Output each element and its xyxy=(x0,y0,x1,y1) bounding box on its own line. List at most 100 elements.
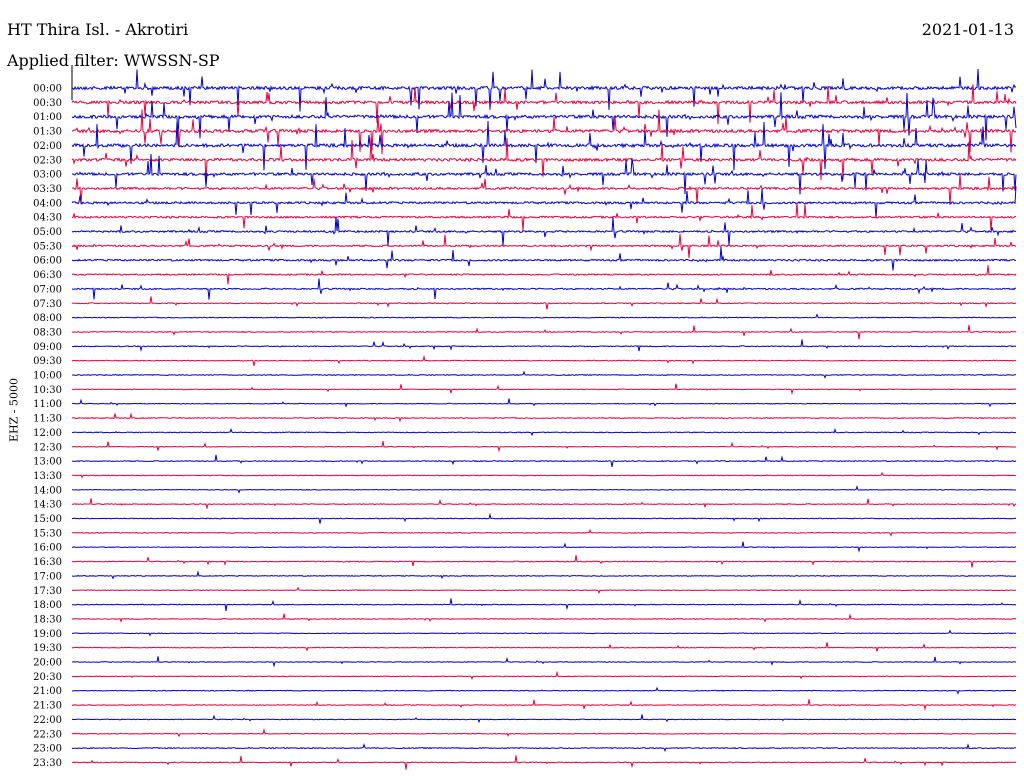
trace-1430 xyxy=(71,498,1017,510)
time-tick-label: 21:00 xyxy=(33,686,62,697)
trace-0900 xyxy=(71,339,1017,352)
trace-0730 xyxy=(71,296,1017,310)
trace-2230 xyxy=(71,727,1016,738)
time-tick-label: 17:30 xyxy=(33,586,62,597)
time-tick-label: 00:00 xyxy=(33,84,62,95)
trace-0930 xyxy=(71,354,1017,366)
trace-0600 xyxy=(71,246,1017,271)
time-tick-label: 16:00 xyxy=(33,543,62,554)
time-tick-label: 08:30 xyxy=(33,327,62,338)
filter-label: Applied filter: WWSSN-SP xyxy=(7,51,220,70)
time-tick-label: 13:00 xyxy=(33,457,62,468)
time-tick-label: 23:30 xyxy=(33,758,62,769)
trace-1200 xyxy=(71,427,1017,437)
trace-2200 xyxy=(71,714,1017,724)
time-tick-label: 14:30 xyxy=(33,500,62,511)
time-tick-label: 10:30 xyxy=(33,385,62,396)
time-tick-label: 15:00 xyxy=(33,514,62,525)
time-tick-label: 23:00 xyxy=(33,744,62,755)
trace-1130 xyxy=(71,412,1017,423)
trace-0130 xyxy=(71,109,1017,155)
time-tick-label: 14:00 xyxy=(33,485,62,496)
time-tick-label: 20:00 xyxy=(33,658,62,669)
trace-1600 xyxy=(72,541,1016,553)
trace-0400 xyxy=(71,186,1017,218)
trace-0100 xyxy=(71,92,1017,141)
time-tick-label: 02:30 xyxy=(33,155,62,166)
time-tick-label: 07:00 xyxy=(33,284,62,295)
trace-1500 xyxy=(72,512,1017,524)
trace-1930 xyxy=(71,642,1017,652)
date-label: 2021-01-13 xyxy=(921,20,1014,39)
time-tick-label: 05:30 xyxy=(33,241,62,252)
station-title: HT Thira Isl. - Akrotiri xyxy=(7,20,189,39)
time-tick-label: 15:30 xyxy=(33,528,62,539)
time-tick-label: 03:30 xyxy=(33,184,62,195)
time-tick-label: 12:30 xyxy=(33,442,62,453)
trace-1100 xyxy=(71,398,1017,408)
time-tick-label: 17:00 xyxy=(33,571,62,582)
trace-1630 xyxy=(71,555,1017,568)
trace-1030 xyxy=(71,383,1017,395)
time-tick-label: 18:30 xyxy=(33,614,62,625)
trace-0030 xyxy=(71,84,1017,125)
time-tick-label: 08:00 xyxy=(33,313,62,324)
trace-0430 xyxy=(71,202,1017,231)
time-tick-label: 21:30 xyxy=(33,701,62,712)
trace-0330 xyxy=(71,173,1017,206)
time-tick-label: 02:00 xyxy=(33,141,62,152)
trace-0000 xyxy=(71,68,1017,112)
trace-1900 xyxy=(71,629,1017,637)
time-tick-label: 22:00 xyxy=(33,715,62,726)
trace-1300 xyxy=(71,454,1017,467)
trace-1000 xyxy=(72,370,1016,379)
trace-0800 xyxy=(72,313,1017,319)
time-tick-label: 03:00 xyxy=(33,170,62,181)
time-tick-label: 10:00 xyxy=(33,371,62,382)
trace-1730 xyxy=(71,586,1017,595)
time-tick-label: 06:30 xyxy=(33,270,62,281)
trace-0830 xyxy=(71,324,1017,340)
trace-1400 xyxy=(72,485,1017,494)
trace-1530 xyxy=(71,528,1017,537)
time-tick-label: 11:30 xyxy=(33,414,62,425)
trace-2000 xyxy=(72,656,1017,668)
time-tick-label: 09:00 xyxy=(33,342,62,353)
trace-1700 xyxy=(71,570,1017,580)
time-tick-label: 07:30 xyxy=(33,299,62,310)
time-tick-label: 01:00 xyxy=(33,112,62,123)
time-tick-label: 06:00 xyxy=(33,256,62,267)
trace-2030 xyxy=(71,670,1017,680)
time-tick-label: 04:00 xyxy=(33,198,62,209)
trace-0530 xyxy=(71,233,1017,259)
trace-2300 xyxy=(71,743,1017,753)
time-tick-label: 05:00 xyxy=(33,227,62,238)
time-tick-label: 16:30 xyxy=(33,557,62,568)
trace-0300 xyxy=(71,153,1017,195)
time-tick-label: 12:00 xyxy=(33,428,62,439)
time-tick-label: 00:30 xyxy=(33,98,62,109)
trace-2330 xyxy=(71,755,1017,770)
trace-0500 xyxy=(71,216,1017,247)
trace-2130 xyxy=(71,699,1017,711)
time-tick-label: 04:30 xyxy=(33,213,62,224)
trace-1230 xyxy=(71,441,1016,453)
time-tick-label: 09:30 xyxy=(33,356,62,367)
trace-0230 xyxy=(71,137,1017,183)
time-tick-label: 22:30 xyxy=(33,729,62,740)
trace-2100 xyxy=(71,686,1016,695)
trace-0630 xyxy=(71,265,1017,285)
time-tick-label: 19:00 xyxy=(33,629,62,640)
time-tick-label: 11:00 xyxy=(33,399,62,410)
time-tick-label: 20:30 xyxy=(33,672,62,683)
trace-0200 xyxy=(71,121,1017,171)
time-tick-label: 01:30 xyxy=(33,127,62,138)
trace-0700 xyxy=(71,278,1016,300)
time-tick-label: 19:30 xyxy=(33,643,62,654)
trace-1330 xyxy=(71,471,1017,479)
trace-1830 xyxy=(71,613,1017,623)
time-tick-label: 13:30 xyxy=(33,471,62,482)
trace-1800 xyxy=(71,598,1017,611)
time-tick-label: 18:00 xyxy=(33,600,62,611)
